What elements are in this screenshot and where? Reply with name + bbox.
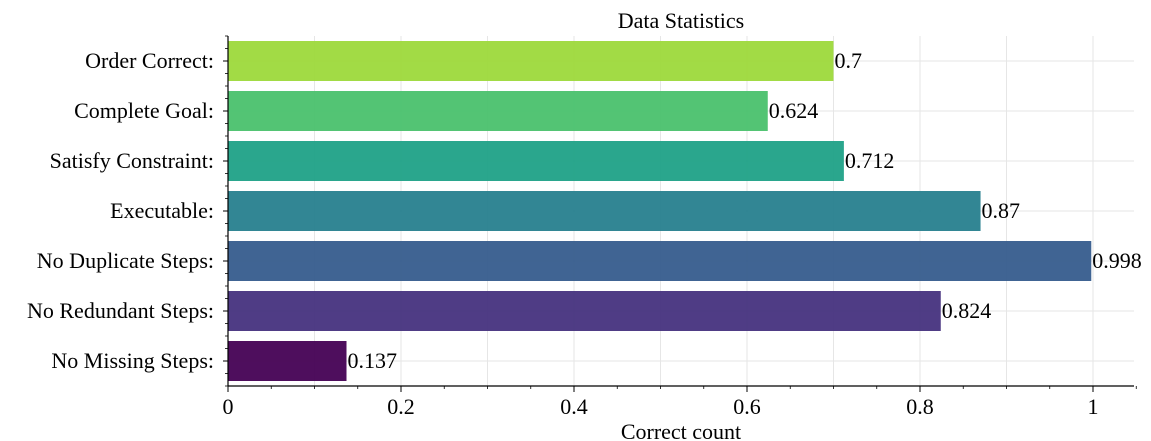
category-labels: Order Correct: Complete Goal: Satisfy Cons… [27, 48, 214, 373]
category-label: Order Correct: [85, 48, 214, 73]
value-label: 0.712 [845, 148, 895, 173]
value-label: 0.87 [982, 198, 1021, 223]
chart-title: Data Statistics [618, 8, 744, 33]
value-label: 0.998 [1092, 248, 1142, 273]
x-tick-label: 0.6 [733, 394, 761, 419]
category-label: Satisfy Constraint: [50, 148, 214, 173]
bar [228, 241, 1092, 281]
value-label: 0.137 [348, 348, 398, 373]
x-tick-label: 1 [1088, 394, 1099, 419]
value-label: 0.824 [942, 298, 992, 323]
value-label: 0.7 [835, 48, 863, 73]
bars-group [228, 41, 1092, 381]
value-labels: 0.7 0.624 0.712 0.87 0.998 0.824 0.137 [348, 48, 1142, 373]
bar [228, 141, 844, 181]
category-label: No Redundant Steps: [27, 298, 214, 323]
bar [228, 41, 834, 81]
x-axis-label: Correct count [621, 419, 741, 441]
bar [228, 341, 347, 381]
x-tick-label: 0 [223, 394, 234, 419]
bar [228, 191, 981, 231]
x-tick-label: 0.8 [906, 394, 934, 419]
category-label: Complete Goal: [74, 98, 214, 123]
x-tick-label: 0.4 [560, 394, 588, 419]
bar [228, 291, 941, 331]
category-label: No Duplicate Steps: [37, 248, 214, 273]
value-label: 0.624 [769, 98, 819, 123]
bar [228, 91, 768, 131]
x-ticks: 0 0.2 0.4 0.6 0.8 1 [223, 35, 1137, 419]
x-tick-label: 0.2 [387, 394, 415, 419]
category-label: Executable: [110, 198, 214, 223]
category-label: No Missing Steps: [51, 348, 214, 373]
